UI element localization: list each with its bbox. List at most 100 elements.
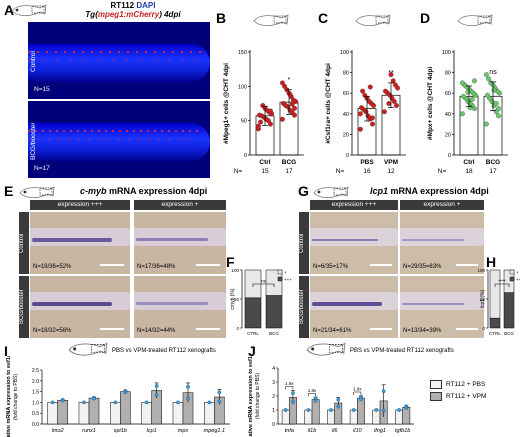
legend: RT112 + PBS RT112 + VPM bbox=[430, 380, 486, 401]
zebrafish-schematic-icon bbox=[253, 14, 289, 27]
data-point bbox=[329, 408, 333, 412]
bar-vpm bbox=[88, 397, 100, 425]
legend-swatch bbox=[277, 269, 283, 275]
data-point bbox=[367, 84, 373, 90]
ish-image: N=29/35=83% bbox=[400, 212, 484, 274]
data-point bbox=[459, 111, 465, 117]
x-tick-label: il10 bbox=[353, 428, 363, 434]
zebrafish-schematic-icon bbox=[355, 14, 391, 27]
y-tick-label: 100 bbox=[442, 50, 451, 56]
data-point bbox=[388, 72, 394, 78]
x-tick-label: VPM bbox=[384, 159, 398, 166]
bar-vpm bbox=[57, 399, 68, 425]
y-tick-label: 1.0 bbox=[32, 400, 39, 406]
y-axis-label: Relative mRNA expression to eef1a1a bbox=[6, 356, 12, 437]
ish-image: N=13/34=39% bbox=[400, 276, 484, 338]
y-tick-label: 0 bbox=[448, 153, 451, 159]
n-label: N=13/34=39% bbox=[403, 328, 442, 334]
fish-body bbox=[457, 14, 493, 27]
data-point bbox=[386, 101, 392, 106]
panel-j-caption: PBS vs VPM-treated RT112 xenografts bbox=[350, 348, 454, 354]
bar-pbs bbox=[349, 409, 358, 425]
data-point bbox=[383, 88, 388, 94]
n-label: N=17 bbox=[34, 165, 50, 172]
panel-g-title: lcp1 mRNA expression 4dpi bbox=[370, 186, 489, 196]
data-point bbox=[381, 389, 386, 394]
data-point bbox=[283, 408, 288, 412]
data-point bbox=[359, 397, 363, 402]
panel-letter-f: F bbox=[226, 254, 235, 270]
col-header: expression +++ bbox=[30, 200, 130, 210]
data-point bbox=[469, 96, 475, 102]
data-point bbox=[496, 106, 501, 112]
legend-label: + bbox=[516, 270, 519, 275]
x-tick-label: Ctrl bbox=[259, 159, 270, 166]
micrograph-bcg: BCG/booster N=17 bbox=[28, 101, 210, 178]
region-box bbox=[375, 15, 389, 24]
data-point bbox=[370, 121, 375, 127]
data-point bbox=[123, 390, 128, 395]
panel-letter-d: D bbox=[420, 10, 431, 26]
y-tick-label: 3 bbox=[272, 380, 275, 386]
data-point bbox=[488, 80, 494, 86]
bar-pbs bbox=[47, 402, 58, 425]
n-label: N= bbox=[438, 168, 447, 175]
significance-label: ns bbox=[261, 279, 267, 284]
x-tick-label: CTRL bbox=[247, 331, 259, 336]
y-tick-label: 100 bbox=[231, 268, 239, 273]
zebrafish-schematic-icon bbox=[306, 342, 346, 356]
data-point bbox=[397, 408, 401, 412]
bar-pbs bbox=[204, 402, 215, 425]
col-header: expression + bbox=[400, 200, 484, 210]
n-label: N=15 bbox=[34, 86, 50, 93]
significance-bracket bbox=[494, 283, 510, 287]
panel-letter-g: G bbox=[298, 183, 309, 199]
y-tick-label: 0 bbox=[346, 153, 349, 159]
data-point bbox=[467, 105, 473, 111]
x-tick-label: il1b bbox=[308, 428, 317, 434]
data-point bbox=[260, 103, 266, 109]
data-point bbox=[281, 101, 286, 106]
annotation-bracket bbox=[308, 393, 316, 397]
data-point bbox=[313, 398, 318, 403]
annotation-bracket bbox=[353, 391, 362, 395]
y-tick-label: 20 bbox=[445, 132, 451, 138]
y-axis-label: #Csf1ra+ cells @CHT 4dpi bbox=[325, 63, 332, 144]
y-tick-label: 60 bbox=[343, 91, 349, 97]
scatter-bar-chart-b: #Mpeg1+ cells @CHT 4dpi 0 50 100 150 Ctrl 15 BC… bbox=[223, 14, 304, 175]
x-tick-label: mpx bbox=[178, 428, 189, 434]
legend-item: RT112 + PBS bbox=[430, 380, 486, 389]
y-tick-label: 80 bbox=[445, 71, 451, 77]
data-point bbox=[217, 390, 222, 395]
zebrafish-schematic-icon bbox=[19, 186, 55, 199]
y-tick-label: 2.5 bbox=[32, 368, 39, 374]
y-tick-label: 2.0 bbox=[32, 379, 39, 385]
x-tick-label: runx1 bbox=[82, 428, 96, 434]
bar-pbs bbox=[327, 409, 335, 425]
col-header: expression + bbox=[134, 200, 226, 210]
data-point bbox=[292, 105, 297, 111]
fish-body bbox=[253, 14, 289, 27]
zebrafish-schematic-icon bbox=[313, 186, 349, 199]
y-tick-label: 1 bbox=[272, 408, 275, 414]
data-point bbox=[404, 406, 409, 410]
legend-label: +++ bbox=[516, 277, 520, 282]
ish-image: N=6/35=17% bbox=[310, 212, 398, 274]
x-tick-label: BCG bbox=[504, 331, 514, 336]
y-tick-label: 100 bbox=[238, 84, 247, 90]
data-point bbox=[60, 398, 65, 403]
zebrafish-schematic-icon bbox=[11, 4, 47, 17]
bar-segment bbox=[244, 297, 262, 329]
data-point bbox=[459, 80, 465, 86]
row-label: Control bbox=[299, 212, 309, 274]
data-point bbox=[357, 111, 363, 117]
n-label: N=19/36=52% bbox=[33, 264, 72, 270]
bar-pbs bbox=[141, 402, 152, 425]
bar-vpm bbox=[357, 397, 365, 425]
bar-chart-j: Relative mRNA expression to eef1a1a (fold… bbox=[248, 356, 414, 437]
data-point bbox=[154, 393, 159, 397]
row-label: Control bbox=[30, 51, 37, 73]
y-tick-label: 4 bbox=[272, 366, 275, 372]
legend-swatch bbox=[277, 276, 283, 282]
significance-label: * bbox=[288, 77, 291, 84]
